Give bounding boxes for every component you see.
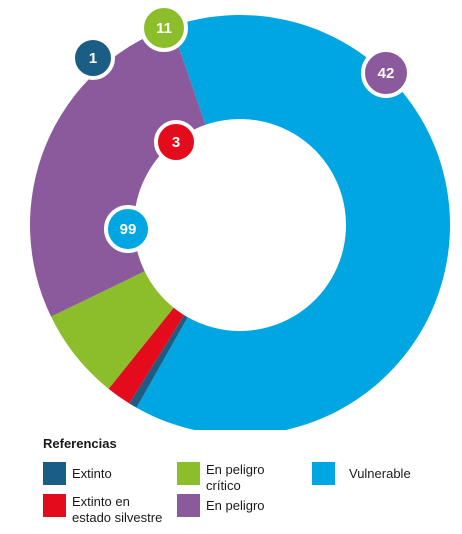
- data-label-en-peligro-critico: 11: [156, 20, 172, 37]
- legend-label-critico: En peligro crítico: [206, 462, 265, 494]
- legend-item-en-peligro: En peligro: [177, 494, 265, 517]
- legend-item-critico: En peligro crítico: [177, 462, 265, 494]
- legend-item-extinto: Extinto: [43, 462, 112, 485]
- slice-vulnerable: [136, 15, 450, 430]
- data-label-badge-extinto-en-estado-silvestre: [154, 120, 198, 164]
- legend-item-vulnerable: Vulnerable: [312, 462, 411, 485]
- legend-swatch-critico: [177, 462, 200, 485]
- legend-item-extinto-silvestre: Extinto en estado silvestre: [43, 494, 162, 526]
- legend-label-extinto-silvestre-line2: estado silvestre: [72, 510, 163, 525]
- slice-extinto: [129, 315, 188, 408]
- legend-swatch-extinto: [43, 462, 66, 485]
- data-label-badge-en-peligro: [361, 48, 411, 98]
- slice-en-peligro-critico: [51, 271, 174, 389]
- legend-label-extinto: Extinto: [72, 466, 112, 481]
- data-label-badge-vulnerable: [104, 205, 152, 253]
- data-label-vulnerable: 99: [120, 221, 137, 238]
- legend-swatch-vulnerable: [312, 462, 335, 485]
- donut-chart: 1 3 11 42 99: [29, 4, 450, 430]
- data-label-badge-extinto: [71, 36, 115, 80]
- legend-title: Referencias: [43, 436, 117, 451]
- legend-label-critico-line1: En peligro: [206, 462, 265, 477]
- data-label-extinto: 1: [89, 50, 97, 67]
- legend-label-extinto-silvestre-line1: Extinto en: [72, 494, 130, 509]
- legend-label-extinto-silvestre: Extinto en estado silvestre: [72, 494, 162, 526]
- slice-extinto-en-estado-silvestre: [108, 307, 185, 404]
- legend-swatch-en-peligro: [177, 494, 200, 517]
- legend-swatch-extinto-silvestre: [43, 494, 66, 517]
- data-label-badge-en-peligro-critico: [140, 4, 188, 52]
- legend-label-vulnerable: Vulnerable: [349, 466, 411, 481]
- slice-en-peligro: [29, 26, 206, 317]
- legend-label-critico-line2: crítico: [206, 478, 241, 493]
- legend-label-en-peligro: En peligro: [206, 498, 265, 513]
- data-label-extinto-en-estado-silvestre: 3: [172, 134, 180, 151]
- data-label-en-peligro: 42: [378, 65, 395, 82]
